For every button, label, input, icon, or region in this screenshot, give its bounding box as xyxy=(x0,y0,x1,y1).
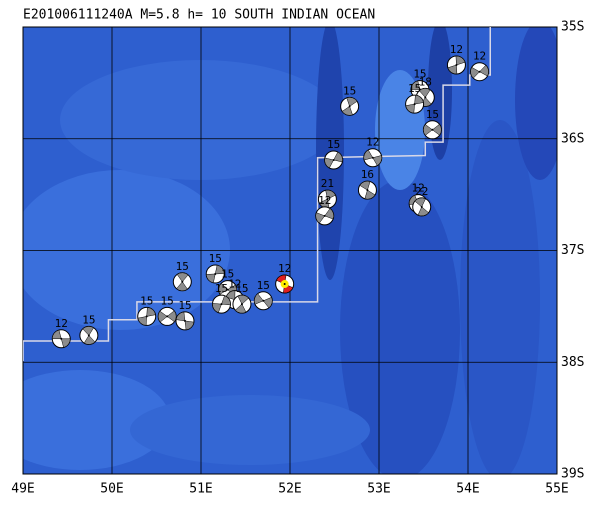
focal-mechanism xyxy=(324,150,344,170)
depth-label: 15 xyxy=(426,108,439,121)
depth-label: 12 xyxy=(473,50,486,63)
focal-mechanism xyxy=(446,55,466,75)
ball-center xyxy=(283,283,286,286)
ball-center xyxy=(166,315,169,318)
depth-label: 15 xyxy=(176,260,189,273)
depth-label: 15 xyxy=(82,313,95,326)
lat-tick-label: 35S xyxy=(561,20,584,35)
lon-tick-label: 54E xyxy=(456,482,479,497)
ball-center xyxy=(262,299,265,302)
focal-mechanism xyxy=(175,311,195,331)
depth-label: 15 xyxy=(221,268,234,281)
depth-label: 21 xyxy=(321,177,334,190)
ball-center xyxy=(181,280,184,283)
ball-center xyxy=(220,303,223,306)
depth-label: 12 xyxy=(55,317,68,330)
depth-label: 12 xyxy=(412,182,425,195)
depth-label: 18 xyxy=(419,75,432,88)
depth-label: 15 xyxy=(178,299,191,312)
compression-quadrant xyxy=(414,197,429,217)
depth-label: 12 xyxy=(228,278,241,291)
depth-label: 12 xyxy=(366,136,379,149)
depth-label: 22 xyxy=(415,185,428,198)
compression-quadrant xyxy=(137,307,156,326)
compression-quadrant xyxy=(405,94,424,114)
compression-quadrant xyxy=(175,311,195,331)
focal-mechanism xyxy=(51,329,71,349)
focal-mechanism xyxy=(405,94,425,114)
focal-mechanism xyxy=(422,120,442,140)
lon-tick-label: 55E xyxy=(545,482,568,497)
focal-mechanism xyxy=(363,148,383,168)
compression-quadrant xyxy=(176,272,189,292)
ball-center xyxy=(420,205,423,208)
lat-tick-label: 36S xyxy=(561,131,584,146)
ball-center xyxy=(332,158,335,161)
lat-tick-label: 38S xyxy=(561,355,584,370)
ball-center xyxy=(323,214,326,217)
depth-label: 12 xyxy=(450,43,463,56)
lat-tick-label: 39S xyxy=(561,467,584,482)
depth-label: 15 xyxy=(413,68,426,81)
focal-mechanism xyxy=(211,294,231,314)
ball-center xyxy=(87,334,90,337)
lat-tick-label: 37S xyxy=(561,243,584,258)
depth-label: 15 xyxy=(327,138,340,151)
ball-center xyxy=(455,63,458,66)
ball-center xyxy=(240,303,243,306)
ball-center xyxy=(326,198,329,201)
compression-quadrant xyxy=(52,329,71,348)
depth-label: 15 xyxy=(257,279,270,292)
depth-label: 15 xyxy=(140,294,153,307)
focal-mechanism xyxy=(232,294,252,314)
map-title: E201006111240A M=5.8 h= 10 SOUTH INDIAN … xyxy=(23,8,375,23)
focal-mechanism xyxy=(157,306,177,326)
ball-center xyxy=(60,337,63,340)
lon-tick-label: 53E xyxy=(367,482,390,497)
focal-mechanism xyxy=(253,291,273,311)
ball-center xyxy=(348,105,351,108)
focal-mechanism xyxy=(315,206,335,226)
ball-center xyxy=(424,96,427,99)
focal-mechanism xyxy=(205,264,225,284)
depth-label: 12 xyxy=(318,194,331,207)
ball-center xyxy=(371,156,374,159)
ball-center xyxy=(413,103,416,106)
depth-label: 15 xyxy=(161,294,174,307)
focal-mechanism xyxy=(412,197,432,217)
ball-center xyxy=(431,128,434,131)
focal-mechanism xyxy=(137,306,157,326)
ball-center xyxy=(366,189,369,192)
depth-label: 15 xyxy=(209,252,222,265)
depth-label: 12 xyxy=(278,262,291,275)
focal-mechanism xyxy=(357,180,377,200)
depth-label: 15 xyxy=(343,84,356,97)
focal-mechanism xyxy=(340,96,360,116)
ball-center xyxy=(478,70,481,73)
focal-mechanism xyxy=(415,87,435,107)
lon-tick-label: 51E xyxy=(189,482,212,497)
lon-tick-label: 49E xyxy=(11,482,34,497)
ball-center xyxy=(145,315,148,318)
compression-quadrant xyxy=(82,326,96,345)
depth-label: 15 xyxy=(408,82,421,95)
ball-center xyxy=(183,319,186,322)
depth-label: 15 xyxy=(215,282,228,295)
focal-mechanism xyxy=(79,325,99,345)
compression-quadrant xyxy=(359,180,376,200)
focal-mechanism xyxy=(275,274,295,294)
depth-label: 15 xyxy=(235,282,248,295)
lon-tick-label: 50E xyxy=(100,482,123,497)
ball-center xyxy=(214,272,217,275)
depth-label: 16 xyxy=(361,168,374,181)
focal-mechanism xyxy=(470,62,490,82)
focal-mechanism xyxy=(172,272,192,292)
bathymetry xyxy=(23,27,557,474)
ball-center xyxy=(226,288,229,291)
lon-tick-label: 52E xyxy=(278,482,301,497)
